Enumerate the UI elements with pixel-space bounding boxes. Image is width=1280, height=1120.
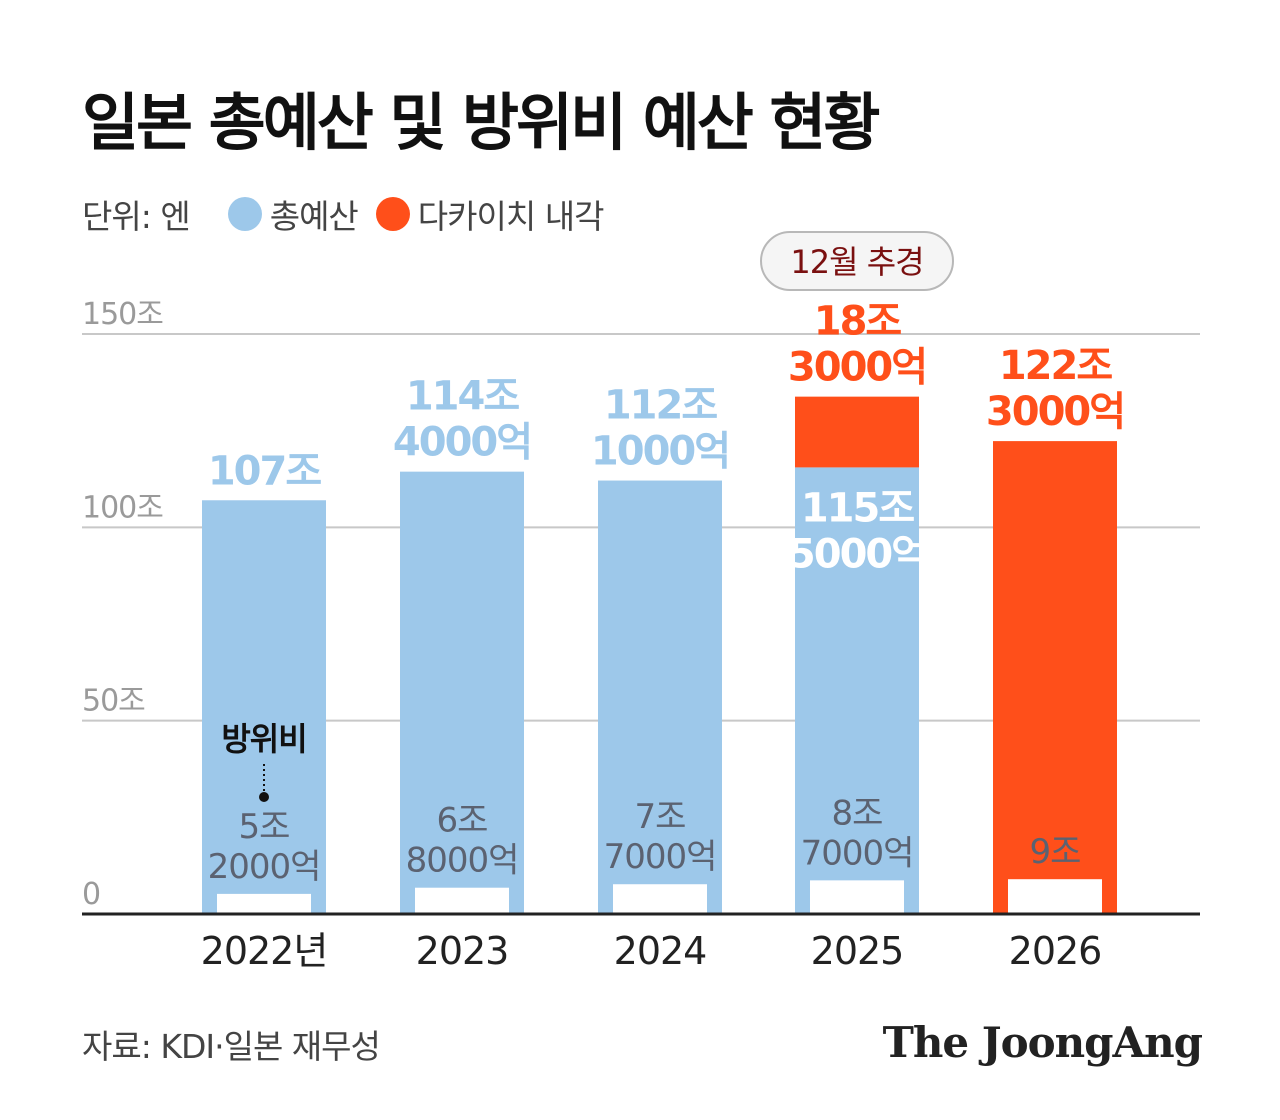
- value-label-takaichi: 3000억: [986, 389, 1124, 435]
- value-label-total: 107조: [208, 448, 321, 494]
- legend: 단위: 엔 총예산 다카이치 내각: [82, 192, 621, 236]
- value-label-defense: 8000억: [406, 841, 519, 881]
- bar-chart: 050조100조150조107조5조2000억2022년114조4000억6조8…: [82, 231, 1200, 973]
- value-label-total: 112조: [604, 383, 717, 429]
- legend-item-total: 총예산: [227, 190, 359, 238]
- x-tick-label: 2025: [811, 929, 904, 973]
- bar-total-budget: [598, 480, 722, 914]
- y-tick-label: 50조: [82, 684, 145, 719]
- chart-title: 일본 총예산 및 방위비 예산 현황: [82, 86, 880, 159]
- x-tick-label: 2022년: [201, 929, 328, 973]
- value-label-defense: 7000억: [801, 833, 914, 873]
- bar-total-budget: [795, 467, 919, 914]
- source-note: 자료: KDI·일본 재무성: [82, 1027, 381, 1066]
- value-label-takaichi: 3000억: [788, 345, 926, 391]
- value-label-defense: 5조: [239, 807, 290, 847]
- bar-takaichi-cabinet: [795, 396, 919, 468]
- value-label-defense: 9조: [1030, 832, 1081, 872]
- supplementary-budget-badge: [760, 231, 954, 291]
- value-label-total: 1000억: [591, 429, 729, 475]
- bar-defense: [415, 887, 509, 914]
- bar-defense: [217, 893, 311, 914]
- bar-defense: [1008, 879, 1102, 914]
- defense-annotation-label: 방위비: [221, 720, 306, 758]
- supplementary-budget-badge-label: 12월 추경: [790, 243, 923, 281]
- legend-label-total: 총예산: [269, 197, 359, 236]
- value-label-defense: 7000억: [604, 837, 717, 877]
- x-tick-label: 2026: [1009, 929, 1102, 973]
- value-label-total: 115조: [801, 485, 914, 531]
- bar-defense: [613, 884, 707, 914]
- bar-defense: [810, 880, 904, 914]
- defense-annotation-dot: [259, 792, 269, 802]
- x-tick-label: 2023: [416, 929, 509, 973]
- value-label-total: 4000억: [393, 420, 531, 466]
- value-label-defense: 6조: [437, 801, 488, 841]
- unit-label: 단위: 엔: [82, 197, 191, 236]
- brand-logo: The JoongAng: [882, 1018, 1203, 1067]
- value-label-takaichi: 18조: [814, 299, 902, 345]
- legend-swatch-total: [227, 197, 262, 231]
- y-tick-label: 100조: [82, 490, 163, 525]
- value-label-total: 114조: [406, 374, 519, 420]
- value-label-total: 5000억: [788, 531, 926, 577]
- legend-label-takaichi: 다카이치 내각: [417, 197, 605, 236]
- legend-item-takaichi: 다카이치 내각: [375, 190, 605, 238]
- y-tick-label: 0: [82, 877, 100, 912]
- value-label-takaichi: 122조: [999, 343, 1112, 389]
- y-tick-label: 150조: [82, 297, 163, 332]
- bar-total-budget: [202, 500, 326, 914]
- legend-swatch-takaichi: [375, 197, 410, 231]
- value-label-defense: 2000억: [208, 847, 321, 887]
- x-tick-label: 2024: [614, 929, 707, 973]
- bar-takaichi-cabinet: [993, 441, 1117, 914]
- value-label-defense: 7조: [635, 797, 686, 837]
- bar-total-budget: [400, 471, 524, 914]
- value-label-defense: 8조: [832, 793, 883, 833]
